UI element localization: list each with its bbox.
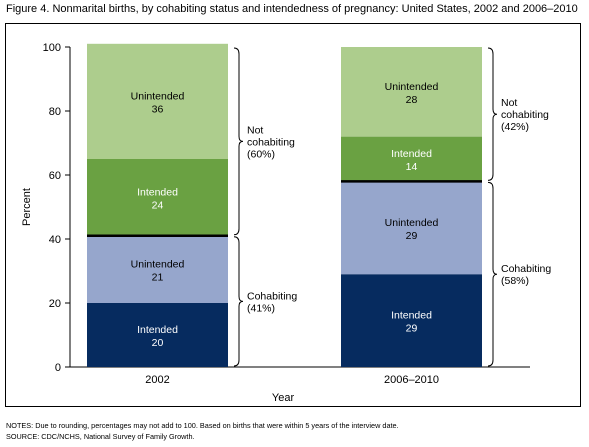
segment-label: Unintended <box>385 217 439 229</box>
segment-value: 20 <box>152 337 164 349</box>
segment-value: 14 <box>406 161 418 173</box>
segment-value: 29 <box>406 230 418 242</box>
x-tick-label: 2002 <box>145 374 169 386</box>
segment-label: Unintended <box>131 258 185 270</box>
y-tick-label: 80 <box>49 106 61 118</box>
chart-frame <box>5 23 581 407</box>
bar-segment <box>87 235 228 303</box>
y-axis-title: Percent <box>21 188 33 226</box>
chart-notes: NOTES: Due to rounding, percentages may … <box>6 420 399 442</box>
segment-label: Unintended <box>385 81 439 93</box>
bar-segment <box>87 303 228 367</box>
segment-label: Intended <box>137 324 178 336</box>
bar-segment <box>341 274 482 367</box>
y-tick-label: 20 <box>49 298 61 310</box>
source-text: SOURCE: CDC/NCHS, National Survey of Fam… <box>6 432 195 441</box>
segment-label: Intended <box>391 148 432 160</box>
segment-value: 29 <box>406 323 418 335</box>
group-bracket <box>487 47 498 181</box>
segment-value: 36 <box>152 103 164 115</box>
bracket-label: Cohabiting <box>501 263 551 275</box>
segment-label: Intended <box>391 310 432 322</box>
segment-value: 21 <box>152 271 164 283</box>
bracket-label: Cohabiting <box>247 290 297 302</box>
bracket-label: (58%) <box>501 275 529 287</box>
segment-label: Intended <box>137 186 178 198</box>
y-tick-label: 60 <box>49 170 61 182</box>
group-bracket <box>233 47 244 236</box>
bracket-label: (60%) <box>247 148 275 160</box>
bracket-label: cohabiting <box>247 136 295 148</box>
bar-segment <box>87 159 228 236</box>
segment-value: 24 <box>152 199 164 211</box>
segment-value: 28 <box>406 94 418 106</box>
bar-segment <box>87 43 228 159</box>
y-tick-label: 40 <box>49 234 61 246</box>
group-bracket <box>487 181 498 367</box>
notes-text: NOTES: Due to rounding, percentages may … <box>6 421 399 430</box>
bar-segment <box>341 181 482 275</box>
bracket-label: (42%) <box>501 121 529 133</box>
y-tick-label: 100 <box>43 42 61 54</box>
bracket-label: Not <box>247 124 263 136</box>
bar-segment <box>341 136 482 182</box>
bar-segment <box>341 47 482 137</box>
y-tick-label: 0 <box>55 362 61 374</box>
bracket-label: Not <box>501 97 517 109</box>
bracket-label: (41%) <box>247 302 275 314</box>
segment-label: Unintended <box>131 90 185 102</box>
chart-title: Figure 4. Nonmarital births, by cohabiti… <box>6 3 578 15</box>
x-tick-label: 2006–2010 <box>384 374 439 386</box>
group-bracket <box>233 236 244 367</box>
x-axis-title: Year <box>272 392 295 404</box>
bracket-label: cohabiting <box>501 109 549 121</box>
